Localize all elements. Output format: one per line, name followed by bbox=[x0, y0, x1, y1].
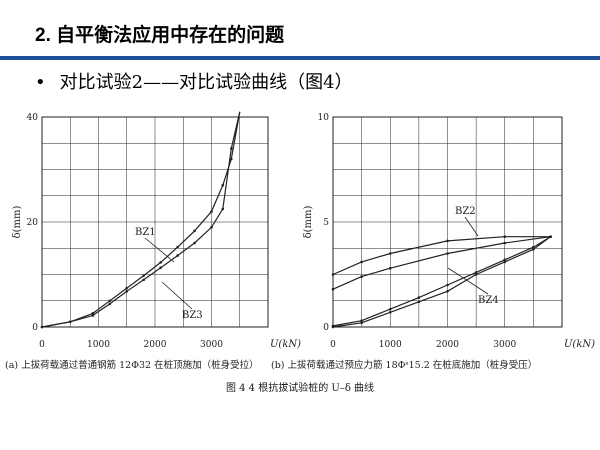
y-tick-label: 5 bbox=[323, 218, 329, 228]
data-point bbox=[360, 260, 363, 264]
slide-title: 2. 自平衡法应用中存在的问题 bbox=[35, 25, 285, 46]
annotation-bz1: BZ1 bbox=[135, 227, 156, 238]
y-tick-label: 0 bbox=[32, 323, 38, 333]
data-point bbox=[388, 311, 392, 314]
data-point bbox=[108, 302, 112, 306]
data-point bbox=[532, 248, 535, 251]
x-tick-label: 3000 bbox=[200, 340, 223, 350]
annotation-leader bbox=[464, 216, 479, 237]
annotation-leader bbox=[447, 267, 489, 295]
data-point bbox=[210, 210, 213, 213]
data-point bbox=[549, 235, 552, 238]
data-point bbox=[503, 258, 507, 262]
data-point bbox=[331, 273, 335, 276]
y-axis-label: δ(mm) bbox=[12, 206, 23, 239]
data-point bbox=[229, 147, 233, 150]
data-point bbox=[68, 320, 72, 324]
data-point bbox=[417, 296, 421, 299]
bullet-icon: • bbox=[35, 72, 46, 93]
data-point bbox=[388, 266, 392, 270]
panel-caption-2: (b) 上拔荷载通过预应力筋 18Φˢ15.2 在桩底施加（桩身受压） bbox=[271, 359, 537, 371]
annotation-leader bbox=[144, 237, 175, 263]
data-point bbox=[503, 260, 507, 264]
data-point bbox=[221, 207, 225, 211]
x-tick-label: 3000 bbox=[493, 340, 516, 350]
data-point bbox=[193, 229, 196, 233]
data-point bbox=[210, 225, 213, 229]
data-point bbox=[331, 325, 335, 329]
data-point bbox=[360, 319, 363, 323]
chart-panel-1: 0 1000 2000 3000 0 20 40 U(kN) δ(mm) BZ1 BZ3 (a) 上拔… bbox=[5, 111, 301, 371]
slide-subtitle: • 对比试验2——对比试验曲线（图4） bbox=[35, 68, 353, 94]
data-point bbox=[193, 241, 196, 245]
data-point bbox=[221, 183, 225, 187]
data-point bbox=[446, 283, 449, 287]
data-point bbox=[108, 299, 112, 303]
series-line-2-3 bbox=[332, 236, 551, 328]
data-point bbox=[229, 157, 233, 161]
series-line-1-2 bbox=[41, 111, 241, 328]
data-point bbox=[503, 241, 507, 245]
data-point bbox=[446, 252, 449, 255]
x-axis-label: U(kN) bbox=[270, 339, 301, 350]
x-tick-label: 1000 bbox=[379, 340, 402, 350]
figure-caption: 图 4 4 根抗拔试验桩的 U–δ 曲线 bbox=[225, 383, 375, 394]
data-point bbox=[360, 321, 363, 325]
x-tick-label: 2000 bbox=[436, 340, 459, 350]
annotation-bz4: BZ4 bbox=[478, 295, 499, 306]
y-tick-label: 10 bbox=[318, 113, 330, 123]
data-point bbox=[91, 314, 95, 317]
plot-frame bbox=[332, 116, 563, 328]
data-point bbox=[446, 239, 449, 243]
data-point bbox=[388, 252, 392, 255]
y-tick-label: 0 bbox=[323, 323, 329, 333]
y-tick-label: 20 bbox=[27, 218, 39, 228]
data-point bbox=[159, 266, 162, 269]
data-point bbox=[446, 290, 449, 293]
y-axis-label: δ(mm) bbox=[303, 206, 314, 239]
data-point bbox=[532, 245, 535, 249]
data-point bbox=[176, 245, 179, 249]
panel-caption-1: (a) 上拔荷载通过普通钢筋 12Φ32 在桩顶施加（桩身受拉） bbox=[5, 359, 259, 371]
data-point bbox=[503, 235, 507, 238]
x-tick-label: 1000 bbox=[87, 340, 110, 350]
subtitle-text: 对比试验2——对比试验曲线（图4） bbox=[59, 72, 353, 93]
data-point bbox=[331, 287, 335, 291]
series-line-1-1 bbox=[41, 111, 241, 328]
plot-frame bbox=[41, 116, 269, 328]
data-point bbox=[40, 325, 44, 329]
data-point bbox=[176, 254, 179, 257]
data-point bbox=[474, 271, 478, 274]
data-point bbox=[417, 300, 421, 304]
series-line-2-4 bbox=[332, 236, 551, 290]
data-point bbox=[125, 286, 129, 290]
annotation-leader bbox=[161, 281, 193, 310]
data-point bbox=[474, 273, 478, 276]
data-point bbox=[142, 278, 145, 282]
x-axis-label: U(kN) bbox=[564, 339, 595, 350]
y-tick-label: 40 bbox=[27, 113, 39, 123]
chart-panel-2: 0 1000 2000 3000 0 5 10 U(kN) δ(mm) BZ2 BZ4 (b) 上拔荷… bbox=[271, 113, 595, 371]
series-line-2-2 bbox=[332, 236, 551, 276]
data-point bbox=[125, 290, 129, 293]
title-underline bbox=[0, 56, 600, 60]
data-point bbox=[142, 274, 145, 277]
x-tick-label: 2000 bbox=[144, 340, 167, 350]
data-point bbox=[388, 307, 392, 311]
x-tick-label: 0 bbox=[39, 340, 45, 350]
data-point bbox=[360, 275, 363, 278]
data-point bbox=[91, 312, 95, 315]
annotation-bz3: BZ3 bbox=[182, 310, 203, 321]
data-point bbox=[159, 261, 162, 264]
annotation-bz2: BZ2 bbox=[455, 206, 476, 217]
x-tick-label: 0 bbox=[330, 340, 336, 350]
series-line-2-1 bbox=[332, 236, 551, 327]
